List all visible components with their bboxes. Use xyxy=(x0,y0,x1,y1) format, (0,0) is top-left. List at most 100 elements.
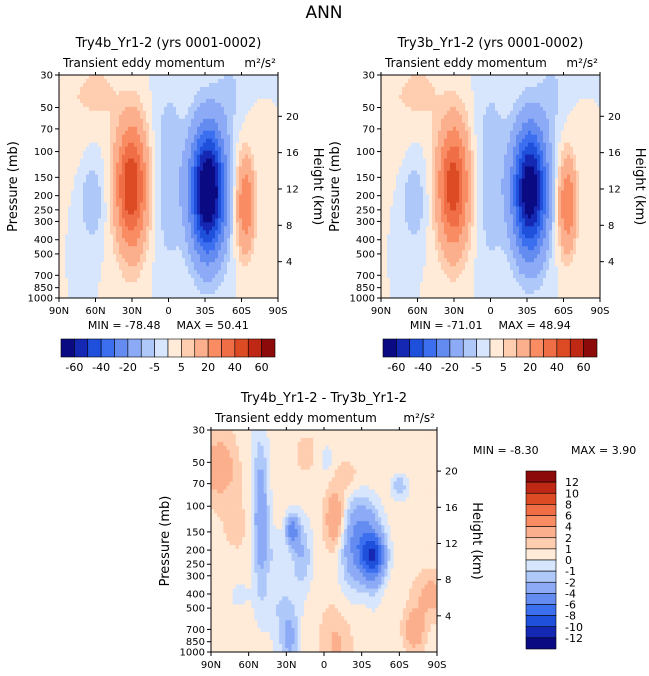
x-tick-label: 90N xyxy=(201,660,221,671)
colorbar-swatch xyxy=(140,338,155,358)
colorbar-label: -4 xyxy=(565,587,576,600)
colorbar-swatch xyxy=(525,537,557,550)
colorbar-swatch xyxy=(525,504,557,516)
colorbar-label: -5 xyxy=(471,361,482,374)
colorbar-swatch xyxy=(462,338,477,358)
y-tick-label: 200 xyxy=(186,546,205,557)
chart-subtitle: Transient eddy momentum xyxy=(214,411,377,425)
y-tick-label: 150 xyxy=(356,173,375,184)
x-tick-label: 90N xyxy=(371,306,391,317)
colorbar-swatch xyxy=(583,338,598,358)
colorbar-swatch xyxy=(525,581,557,594)
colorbar-swatch xyxy=(100,338,115,358)
y-tick-label: 1000 xyxy=(28,294,53,305)
colorbar-swatch xyxy=(503,338,518,358)
y-tick-label: 700 xyxy=(356,271,375,282)
y-right-tick-label: 16 xyxy=(286,148,299,159)
colorbar-label: 8 xyxy=(565,498,572,511)
chart-title: Try3b_Yr1-2 (yrs 0001-0002) xyxy=(397,36,584,51)
y-tick-label: 400 xyxy=(356,235,375,246)
x-tick-label: 30S xyxy=(195,306,214,317)
y-tick-label: 300 xyxy=(356,217,375,228)
colorbar-swatch xyxy=(476,338,491,358)
panel-try3b: Try3b_Yr1-2 (yrs 0001-0002) Transient edd… xyxy=(328,36,647,332)
y-right-axis-label: Height (km) xyxy=(632,148,647,225)
colorbar-swatch xyxy=(74,338,89,358)
colorbar-label: 5 xyxy=(178,361,185,374)
colorbar-horizontal-right: -60 -40 -20 -5 5 20 40 60 xyxy=(382,338,598,374)
colorbar-label: 6 xyxy=(565,510,572,523)
x-tick-label: 60S xyxy=(390,660,409,671)
colorbar-swatch xyxy=(234,338,249,358)
colorbar-swatch xyxy=(529,338,544,358)
y-tick-label: 50 xyxy=(192,458,205,469)
colorbar-swatch xyxy=(525,481,557,494)
colorbar-swatch xyxy=(167,338,182,358)
y-tick-label: 400 xyxy=(34,235,53,246)
colorbar-swatch xyxy=(556,338,571,358)
chart-units: m²/s² xyxy=(566,56,598,70)
colorbar-swatch xyxy=(525,492,557,505)
colorbar-label: -20 xyxy=(441,361,459,374)
colorbar-swatch xyxy=(489,338,504,358)
y-tick-label: 250 xyxy=(356,205,375,216)
y-right-tick-label: 20 xyxy=(445,467,458,478)
colorbar-swatch xyxy=(525,637,557,650)
y-right-tick-label: 20 xyxy=(608,112,621,123)
colorbar-swatch xyxy=(525,548,557,561)
colorbar-label: 10 xyxy=(565,487,579,500)
y-tick-label: 500 xyxy=(186,604,205,615)
chart-subtitle: Transient eddy momentum xyxy=(62,56,225,70)
colorbar-label: -1 xyxy=(565,565,576,578)
colorbar-swatch xyxy=(525,615,557,628)
colorbar-label: -40 xyxy=(92,361,110,374)
colorbar-swatch xyxy=(87,338,102,358)
colorbar-swatch xyxy=(525,559,557,572)
colorbar-swatch xyxy=(525,604,557,616)
y-tick-label: 30 xyxy=(192,426,205,437)
y-right-tick-label: 8 xyxy=(608,221,614,232)
max-label: MAX = 48.94 xyxy=(499,319,571,332)
colorbar-swatch xyxy=(247,338,262,358)
x-tick-label: 90S xyxy=(427,660,446,671)
y-right-tick-label: 4 xyxy=(286,257,292,268)
y-right-tick-label: 20 xyxy=(286,112,299,123)
y-tick-label: 400 xyxy=(186,589,205,600)
y-tick-label: 150 xyxy=(186,527,205,538)
x-tick-label: 30S xyxy=(517,306,536,317)
y-tick-label: 30 xyxy=(40,71,53,82)
y-tick-label: 100 xyxy=(356,147,375,158)
colorbar-label: 60 xyxy=(255,361,269,374)
x-tick-label: 90N xyxy=(49,306,69,317)
colorbar-swatch xyxy=(127,338,142,358)
colorbar-swatch xyxy=(422,338,437,358)
colorbar-label: 20 xyxy=(201,361,215,374)
y-right-tick-label: 16 xyxy=(445,503,458,514)
y-tick-label: 150 xyxy=(34,173,53,184)
contour-field xyxy=(381,75,601,299)
colorbar-swatch xyxy=(382,338,397,358)
y-tick-label: 300 xyxy=(34,217,53,228)
colorbar-swatch xyxy=(569,338,584,358)
y-tick-label: 50 xyxy=(362,103,375,114)
colorbar-label: 4 xyxy=(565,521,572,534)
colorbar-label: -12 xyxy=(565,632,583,645)
y-right-tick-label: 12 xyxy=(445,539,458,550)
x-tick-label: 0 xyxy=(165,306,171,317)
colorbar-swatch xyxy=(409,338,424,358)
chart-title: Try4b_Yr1-2 (yrs 0001-0002) xyxy=(75,36,262,51)
colorbar-label: -20 xyxy=(119,361,137,374)
y-right-tick-label: 4 xyxy=(608,257,614,268)
y-tick-label: 850 xyxy=(186,637,205,648)
colorbar-label: 40 xyxy=(228,361,242,374)
x-tick-label: 30N xyxy=(444,306,464,317)
colorbar-swatch xyxy=(525,526,557,539)
y-tick-label: 500 xyxy=(34,249,53,260)
y-right-axis-label: Height (km) xyxy=(469,502,484,579)
y-axis-label: Pressure (mb) xyxy=(158,496,173,587)
x-tick-label: 0 xyxy=(487,306,493,317)
colorbar-swatch xyxy=(396,338,411,358)
y-tick-label: 850 xyxy=(356,283,375,294)
